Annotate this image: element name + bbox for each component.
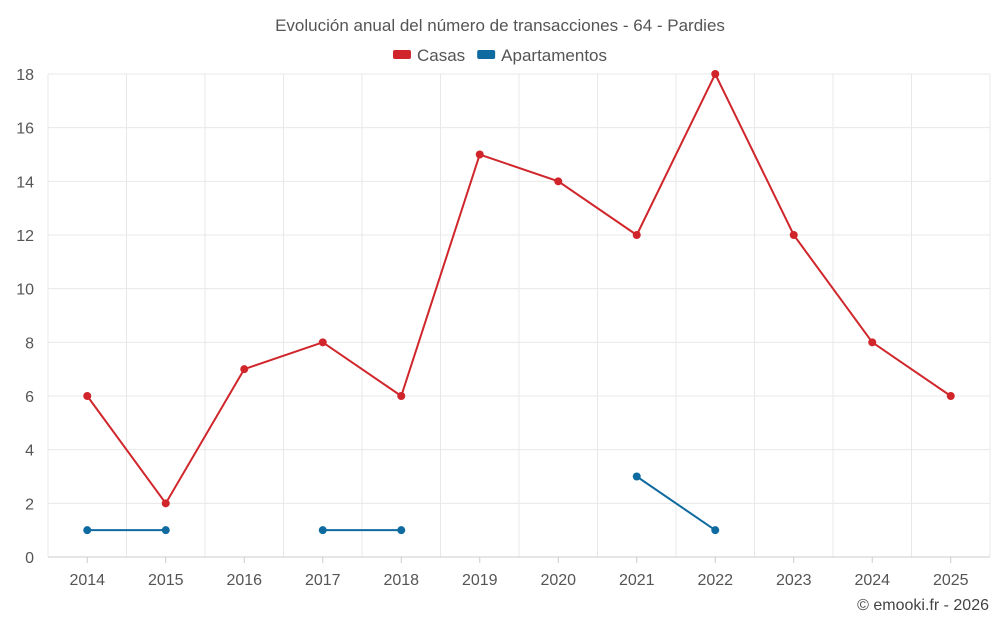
legend-swatch: [477, 50, 496, 59]
x-tick-label: 2023: [776, 572, 812, 589]
legend-swatch: [392, 50, 411, 59]
legend[interactable]: Casas Apartamentos: [392, 46, 607, 65]
y-tick-label: 6: [25, 389, 34, 406]
y-tick-label: 2: [25, 496, 34, 513]
data-point[interactable]: [83, 392, 92, 400]
x-tick-label: 2022: [697, 572, 733, 589]
data-point[interactable]: [475, 150, 484, 159]
x-tick-label: 2015: [148, 572, 184, 589]
y-tick-label: 4: [25, 443, 34, 460]
data-point[interactable]: [711, 70, 720, 78]
legend-label: Apartamentos: [501, 46, 607, 65]
credit-text: © emooki.fr - 2026: [857, 597, 989, 614]
x-tick-label: 2018: [383, 572, 419, 589]
y-tick-label: 14: [16, 174, 34, 191]
data-point[interactable]: [161, 499, 170, 508]
y-tick-label: 0: [25, 550, 34, 567]
series-line: [86, 71, 952, 506]
grid: [47, 73, 991, 557]
axes: 0 2 4 6 8 10 12 14 16 18 2014 2015 2016 2017 2018 2019 2…: [16, 67, 990, 589]
y-tick-label: 8: [25, 335, 34, 352]
x-tick-label: 2016: [226, 572, 262, 589]
data-point[interactable]: [711, 526, 720, 535]
legend-item-casas[interactable]: Casas: [392, 46, 465, 65]
x-tick-label: 2025: [933, 572, 969, 589]
data-point[interactable]: [554, 177, 563, 186]
x-tick-label: 2014: [69, 572, 105, 589]
data-point[interactable]: [397, 526, 406, 535]
x-tick-label: 2017: [305, 572, 341, 589]
chart-title: Evolución anual del número de transaccio…: [275, 16, 725, 35]
y-tick-label: 10: [16, 282, 34, 299]
data-point[interactable]: [632, 472, 641, 481]
series-line: [636, 475, 716, 531]
data-point[interactable]: [789, 231, 798, 239]
data-point[interactable]: [632, 231, 641, 239]
data-point[interactable]: [161, 526, 170, 535]
series-casas: [83, 70, 955, 508]
x-tick-label: 2024: [854, 572, 890, 589]
x-tick-label: 2020: [540, 572, 576, 589]
y-tick-label: 16: [16, 121, 34, 138]
y-tick-label: 12: [16, 228, 34, 245]
data-point[interactable]: [397, 392, 406, 400]
data-point[interactable]: [83, 526, 92, 535]
series-apartamentos: [83, 472, 720, 535]
legend-item-apartamentos[interactable]: Apartamentos: [477, 46, 607, 65]
data-point[interactable]: [946, 392, 955, 400]
legend-label: Casas: [417, 46, 465, 65]
data-point[interactable]: [318, 338, 327, 347]
data-point[interactable]: [318, 526, 327, 535]
series-layer: [83, 70, 955, 535]
x-tick-label: 2021: [619, 572, 655, 589]
data-point[interactable]: [868, 338, 877, 347]
x-tick-label: 2019: [462, 572, 498, 589]
data-point[interactable]: [240, 365, 249, 374]
y-tick-label: 18: [16, 67, 34, 84]
